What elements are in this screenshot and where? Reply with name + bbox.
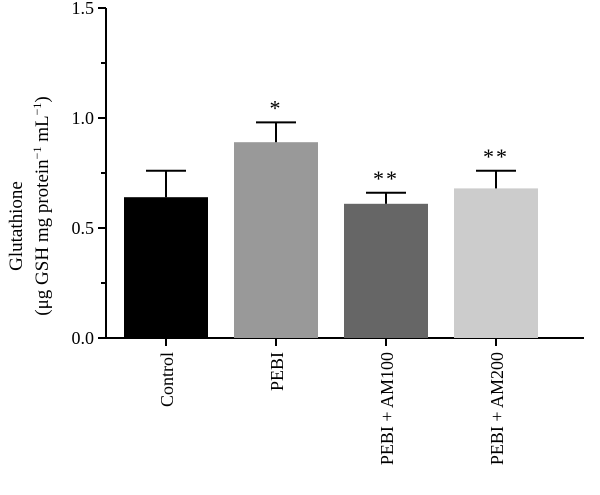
x-tick-label: Control [157, 352, 177, 407]
significance-marker: ** [483, 144, 509, 169]
bar [124, 197, 208, 338]
x-tick-label: PEBI + AM100 [377, 352, 397, 465]
y-ticks: 0.0 0.5 1.0 1.5 [72, 0, 106, 348]
y-axis-label-line1: Glutathione [6, 181, 27, 271]
y-tick-label: 0.0 [72, 328, 95, 348]
bars: ***** [124, 95, 538, 338]
x-tick-label: PEBI + AM200 [487, 352, 507, 465]
y-axis-label: Glutathione (μg GSH mg protein−1 mL−1) [6, 96, 53, 315]
y-tick-label: 1.0 [72, 108, 95, 128]
x-ticks: Control PEBI PEBI + AM100 PEBI + AM200 [157, 338, 507, 465]
significance-marker: * [270, 95, 283, 120]
bar [344, 203, 428, 338]
bar [234, 142, 318, 338]
x-tick-label: PEBI [267, 352, 287, 391]
y-tick-label: 0.5 [72, 218, 95, 238]
significance-marker: ** [373, 166, 399, 191]
y-axis-label-line2: (μg GSH mg protein−1 mL−1) [30, 96, 53, 315]
y-tick-label: 1.5 [72, 0, 95, 18]
bar [454, 188, 538, 338]
